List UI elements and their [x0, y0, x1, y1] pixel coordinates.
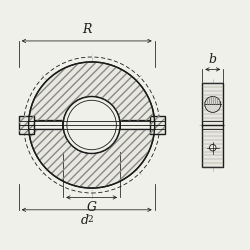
Bar [150, 116, 164, 134]
Circle shape [210, 144, 216, 151]
Polygon shape [28, 62, 155, 125]
Bar [19, 116, 34, 134]
Text: 2: 2 [88, 215, 93, 224]
Circle shape [205, 96, 221, 112]
Text: R: R [82, 24, 91, 36]
Bar [19, 116, 34, 134]
Text: b: b [209, 53, 217, 66]
Polygon shape [28, 125, 155, 188]
Text: d: d [81, 214, 89, 226]
Bar [150, 116, 164, 134]
Circle shape [63, 96, 120, 154]
Text: G: G [87, 201, 97, 214]
Bar [202, 83, 223, 167]
